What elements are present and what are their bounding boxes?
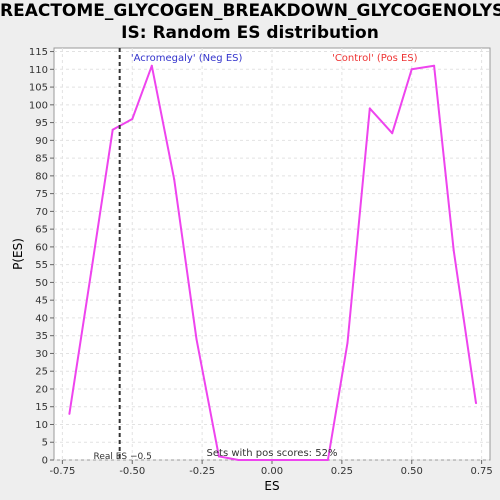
y-tick-label: 10 (35, 420, 48, 431)
x-tick-label: -0.25 (189, 466, 215, 477)
y-tick-label: 115 (29, 47, 48, 58)
y-tick-label: 20 (35, 384, 48, 395)
y-tick-label: 35 (35, 331, 48, 342)
y-tick-label: 95 (35, 118, 48, 129)
data-point (217, 455, 220, 458)
y-tick-label: 60 (35, 242, 48, 253)
data-point (68, 412, 71, 415)
x-tick-label: 0.50 (401, 466, 423, 477)
y-tick-label: 80 (35, 171, 48, 182)
data-point (410, 68, 413, 71)
x-tick-label: 0.00 (261, 466, 283, 477)
data-point (111, 128, 114, 131)
chart-title-line-2: IS: Random ES distribution (121, 23, 379, 43)
axis-layer: 0 5 10 15 20 25 30 35 40 45 50 55 60 65 70 75 80 85 90 95 10… (29, 47, 493, 477)
x-tick-label: -0.75 (49, 466, 75, 477)
neg-es-annotation: 'Acromegaly' (Neg ES) (131, 53, 243, 64)
pos-es-annotation: 'Control' (Pos ES) (332, 53, 418, 64)
grid-layer (54, 48, 490, 461)
y-tick-label: 45 (35, 296, 48, 307)
y-tick-label: 110 (29, 65, 48, 76)
y-tick-label: 40 (35, 313, 48, 324)
data-point (391, 132, 394, 135)
data-point (150, 64, 153, 67)
data-point (452, 249, 455, 252)
y-tick-label: 70 (35, 207, 48, 218)
y-tick-label: 75 (35, 189, 48, 200)
y-tick-label: 65 (35, 225, 48, 236)
data-point (346, 341, 349, 344)
y-tick-label: 15 (35, 402, 48, 413)
data-point (368, 107, 371, 110)
data-point (433, 64, 436, 67)
y-tick-label: 0 (42, 456, 48, 467)
y-tick-label: 5 (42, 438, 48, 449)
data-point (326, 459, 329, 461)
x-tick-label: 0.75 (470, 466, 492, 477)
x-tick-label: -0.50 (119, 466, 145, 477)
chart-title-line-1: REACTOME_GLYCOGEN_BREAKDOWN_GLYCOGENOLYS (0, 1, 500, 21)
data-point (131, 118, 134, 121)
data-point (475, 402, 478, 405)
y-tick-label: 30 (35, 349, 48, 360)
y-tick-label: 50 (35, 278, 48, 289)
y-tick-label: 25 (35, 367, 48, 378)
x-axis-label: ES (264, 479, 279, 493)
chart-title: REACTOME_GLYCOGEN_BREAKDOWN_GLYCOGENOLYS… (0, 0, 500, 44)
y-axis-label: P(ES) (11, 238, 25, 270)
data-point (237, 459, 240, 461)
y-tick-label: 100 (29, 100, 48, 111)
real-es-label: Real ES −0.5 (93, 452, 151, 462)
data-point (195, 338, 198, 341)
y-tick-label: 105 (29, 83, 48, 94)
x-tick-label: 0.25 (331, 466, 353, 477)
series-layer (68, 64, 478, 461)
data-point (173, 178, 176, 181)
y-tick-label: 90 (35, 136, 48, 147)
data-point (90, 270, 93, 273)
pos-scores-annotation: Sets with pos scores: 52% (207, 448, 338, 459)
y-tick-label: 85 (35, 154, 48, 165)
annotation-layer: Real ES −0.5 'Acromegaly' (Neg ES) 'Contro… (93, 48, 418, 462)
y-tick-label: 55 (35, 260, 48, 271)
